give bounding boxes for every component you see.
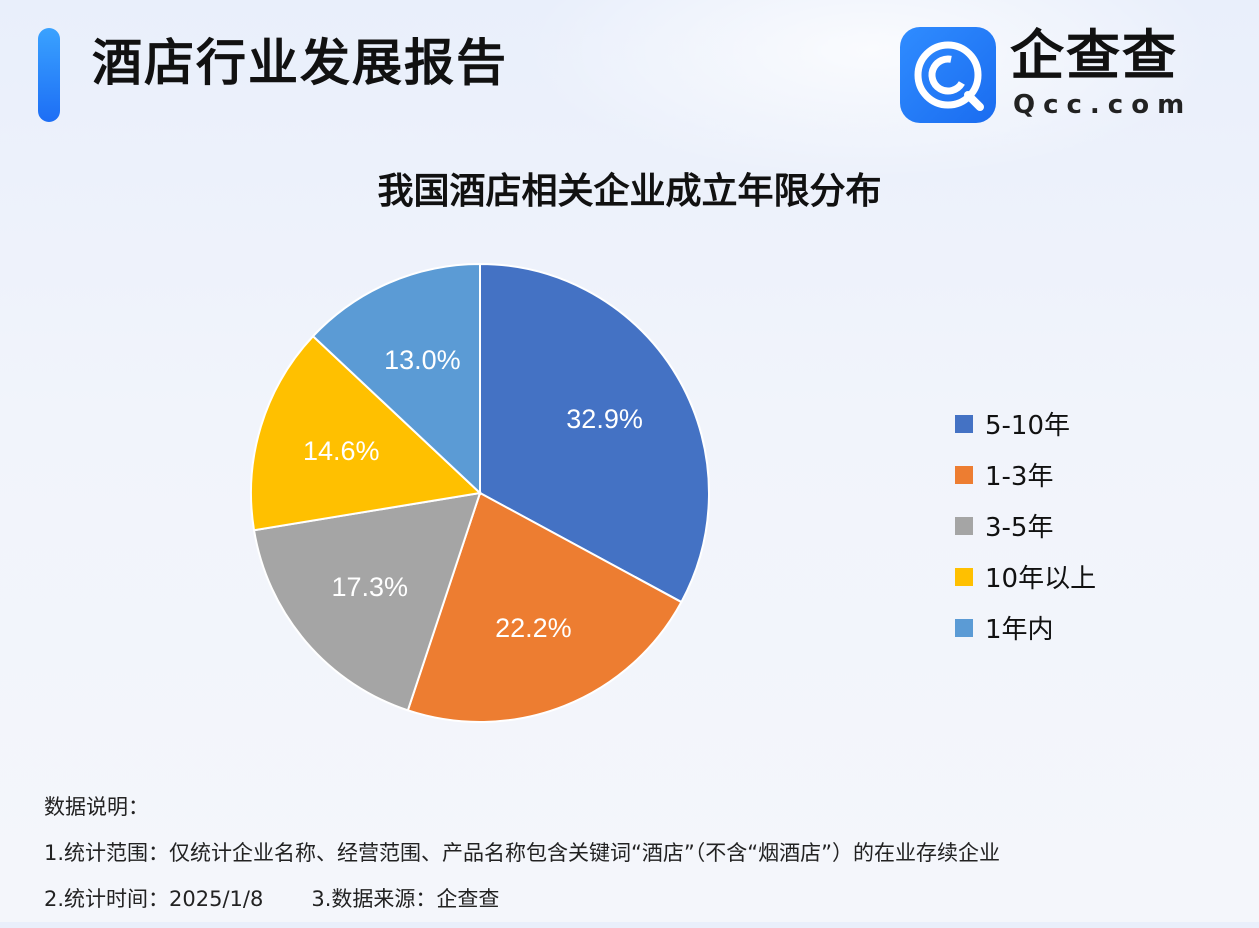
- notes-heading: 数据说明：: [44, 795, 149, 819]
- legend-item-4: 10年以上: [955, 551, 1096, 602]
- qcc-logo-icon: [900, 27, 996, 123]
- logo-name: 企查查: [1010, 24, 1178, 87]
- slice-value-label-5: 13.0%: [384, 345, 461, 375]
- legend-label: 1-3年: [985, 462, 1054, 492]
- slice-value-label-4: 14.6%: [303, 436, 380, 466]
- legend-swatch: [955, 465, 973, 484]
- title-accent-bar: [38, 28, 60, 122]
- logo-domain: Qcc.com: [1013, 90, 1193, 120]
- legend-label: 3-5年: [985, 513, 1054, 543]
- legend-label: 10年以上: [985, 564, 1097, 594]
- slice-value-label-1: 32.9%: [566, 404, 643, 434]
- slice-value-label-2: 22.2%: [495, 613, 572, 643]
- pie-slice-3: [252, 491, 482, 712]
- pie-slice-1: [479, 262, 710, 604]
- slice-value-label-3: 17.3%: [331, 572, 408, 602]
- chart-legend: 5-10年 1-3年 3-5年 10年以上 1年内: [955, 398, 1096, 653]
- pie-slice-4: [250, 334, 483, 532]
- pie-slice-2: [406, 491, 683, 723]
- data-notes: 数据说明： 1.统计范围：仅统计企业名称、经营范围、产品名称包含关键词“酒店”（…: [44, 790, 1000, 928]
- legend-label: 1年内: [985, 615, 1054, 645]
- legend-item-3: 3-5年: [955, 500, 1096, 551]
- chart-title: 我国酒店相关企业成立年限分布: [377, 171, 882, 212]
- notes-time: 2.统计时间：2025/1/8: [44, 887, 264, 911]
- legend-item-2: 1-3年: [955, 449, 1096, 500]
- page-title: 酒店行业发展报告: [92, 34, 508, 92]
- legend-swatch: [955, 516, 973, 535]
- legend-swatch: [955, 618, 973, 637]
- notes-time-source: 2.统计时间：2025/1/8 3.数据来源：企查查: [44, 882, 1000, 928]
- legend-swatch: [955, 567, 973, 586]
- notes-scope: 1.统计范围：仅统计企业名称、经营范围、产品名称包含关键词“酒店”（不含“烟酒店…: [44, 841, 1001, 865]
- notes-source: 3.数据来源：企查查: [311, 887, 500, 911]
- legend-item-1: 5-10年: [955, 398, 1096, 449]
- pie-slice-5: [311, 262, 481, 496]
- legend-swatch: [955, 414, 973, 433]
- legend-item-5: 1年内: [955, 602, 1096, 653]
- legend-label: 5-10年: [985, 411, 1071, 441]
